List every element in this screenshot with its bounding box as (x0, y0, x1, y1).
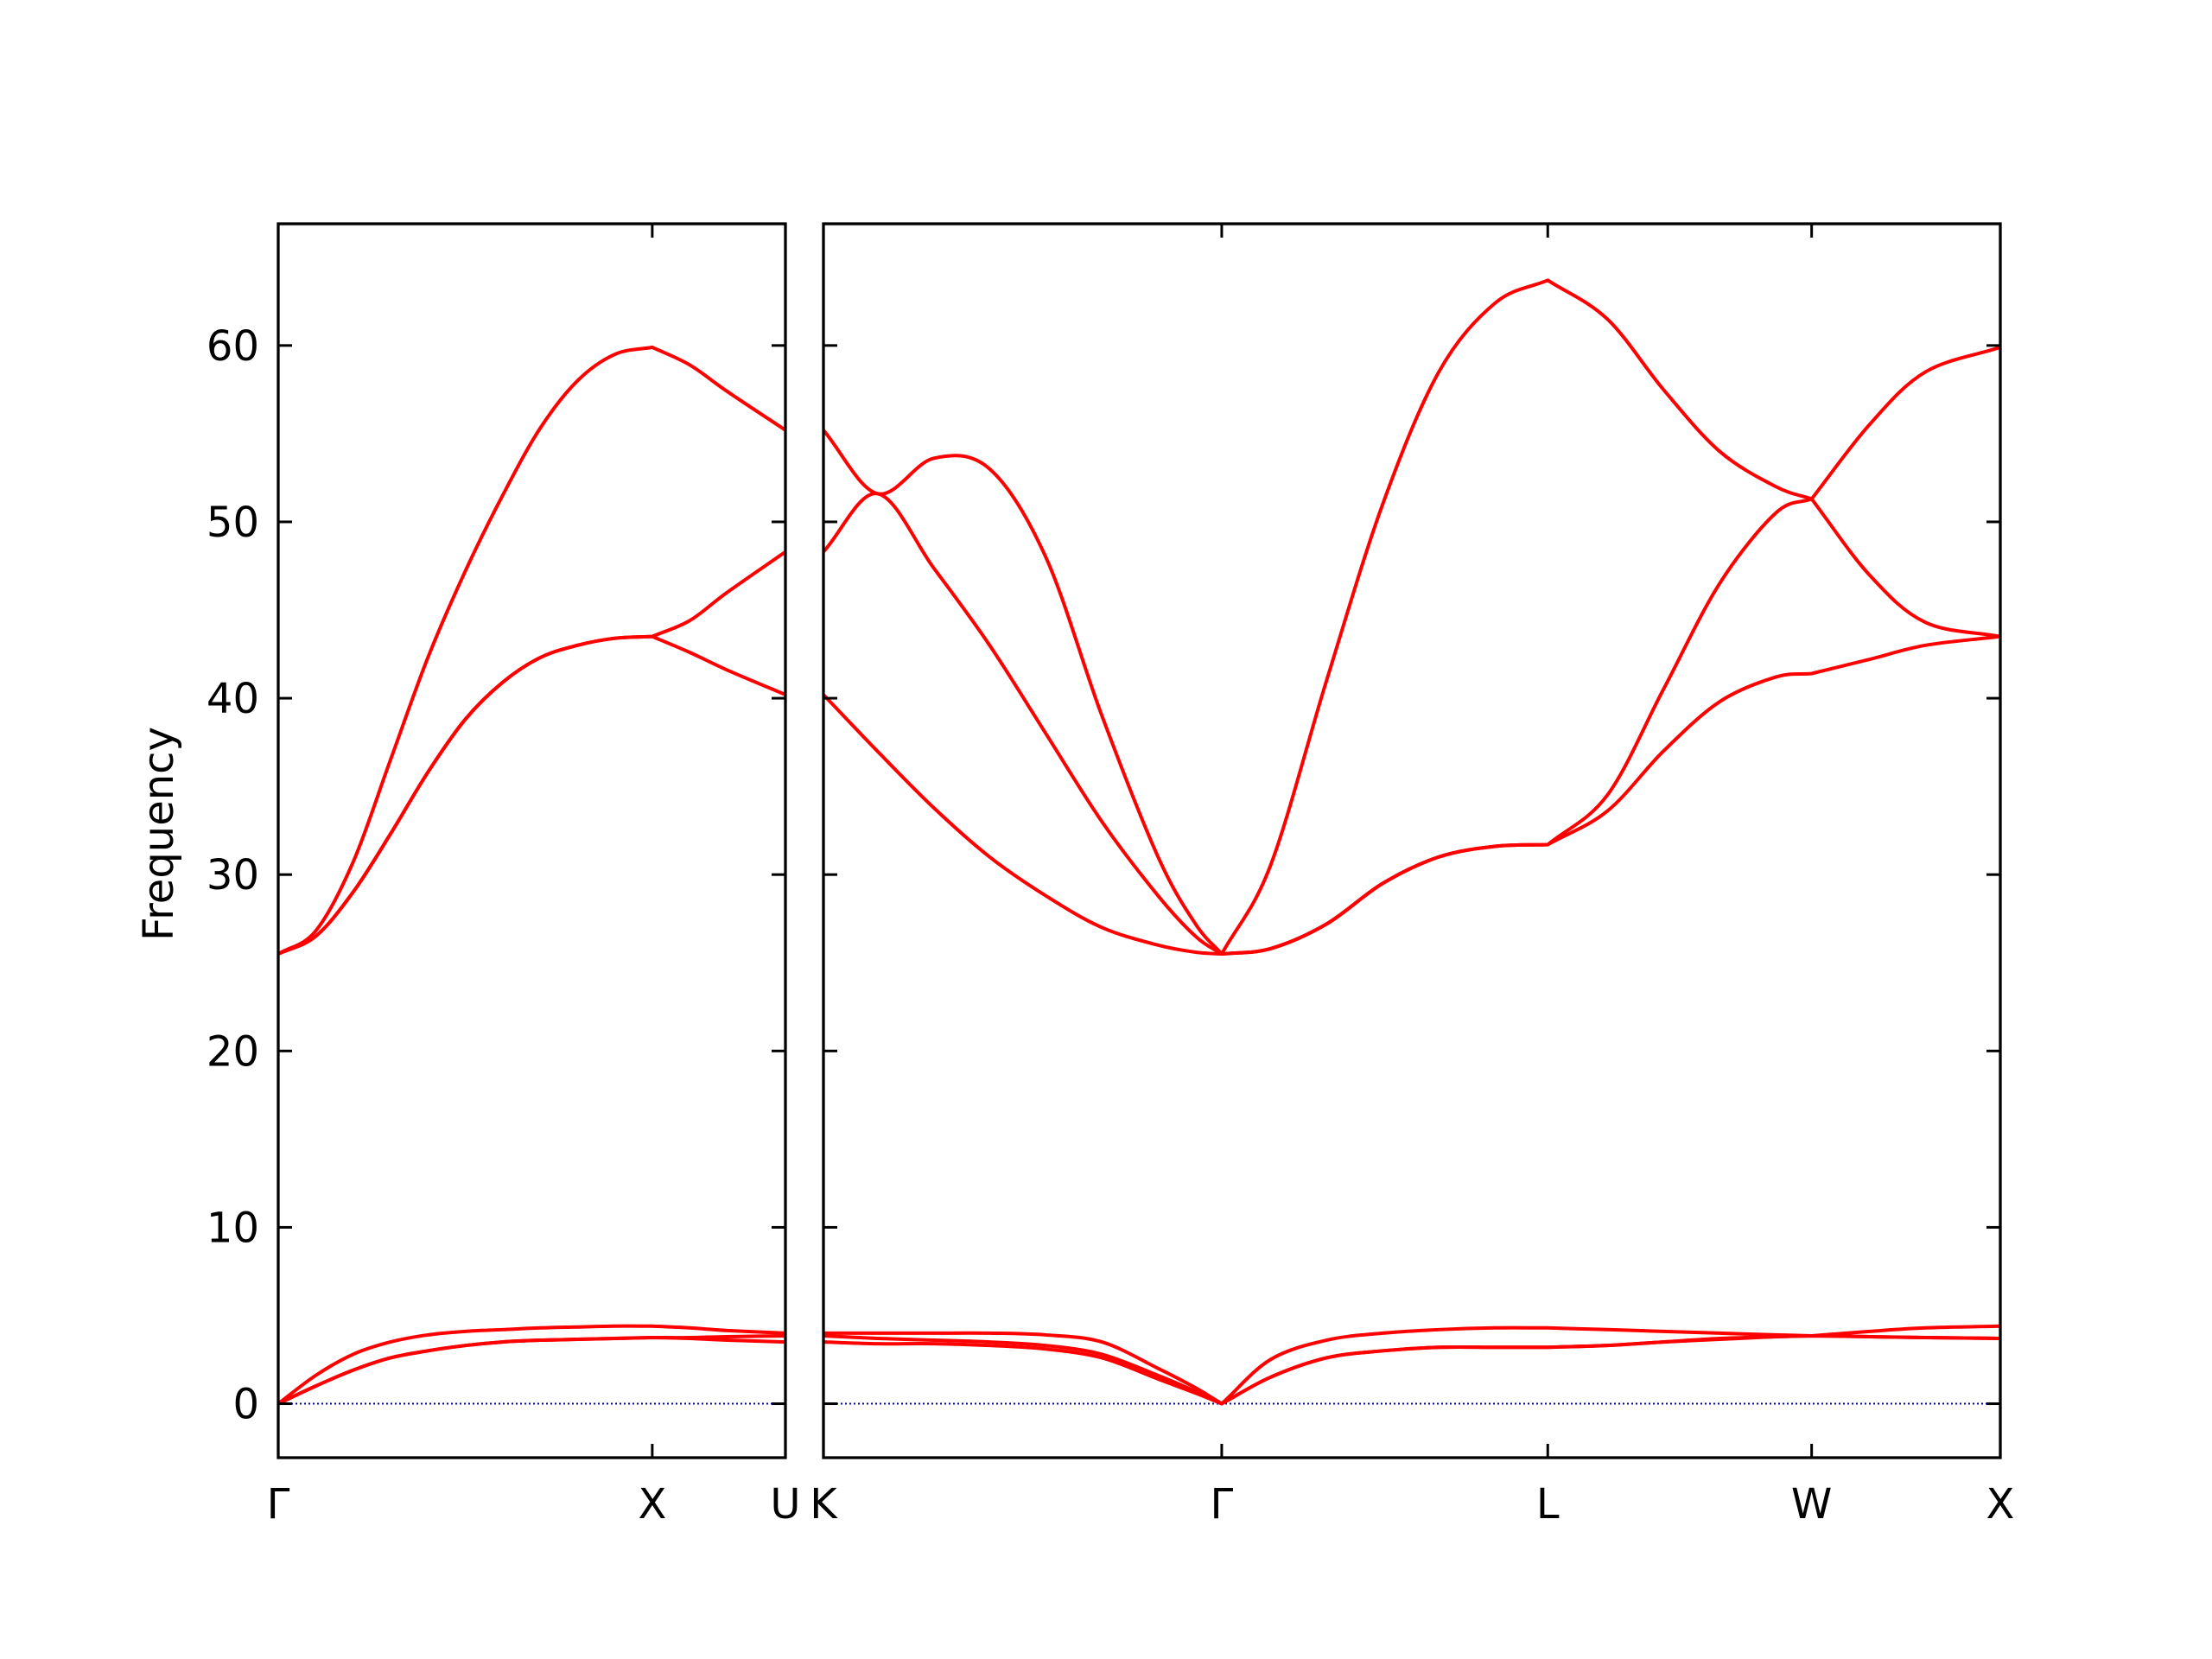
band-line (823, 634, 2000, 957)
y-tick-label: 20 (207, 1027, 259, 1076)
x-tick-label: X (1986, 1480, 2015, 1529)
band-line (823, 1324, 2000, 1406)
series-group (823, 278, 2000, 1406)
band-line (823, 492, 2000, 957)
band-line (823, 1333, 2000, 1406)
y-tick-label: 0 (232, 1381, 259, 1429)
y-tick-label: 60 (207, 322, 259, 371)
x-tick-label: Γ (1211, 1480, 1234, 1529)
x-tick-label: U (770, 1480, 800, 1529)
x-tick-label: L (1536, 1480, 1560, 1529)
band-line (278, 634, 785, 956)
x-tick-label: W (1791, 1480, 1832, 1529)
y-tick-label: 40 (207, 675, 259, 723)
y-tick-label: 50 (207, 499, 259, 547)
band-line (278, 345, 785, 956)
band-line (278, 1336, 785, 1406)
y-tick-label: 30 (207, 851, 259, 899)
band-line (278, 550, 785, 956)
series-group (278, 345, 785, 1406)
y-axis-label: Frequency (135, 727, 183, 941)
x-tick-label: Γ (267, 1480, 290, 1529)
y-tick-label: 10 (207, 1204, 259, 1252)
axes-frame (822, 222, 2002, 1459)
axes-frame (276, 222, 787, 1459)
band-line (823, 278, 2000, 957)
x-tick-label: K (810, 1480, 838, 1529)
x-tick-label: X (638, 1480, 666, 1529)
band-line (278, 1324, 785, 1406)
